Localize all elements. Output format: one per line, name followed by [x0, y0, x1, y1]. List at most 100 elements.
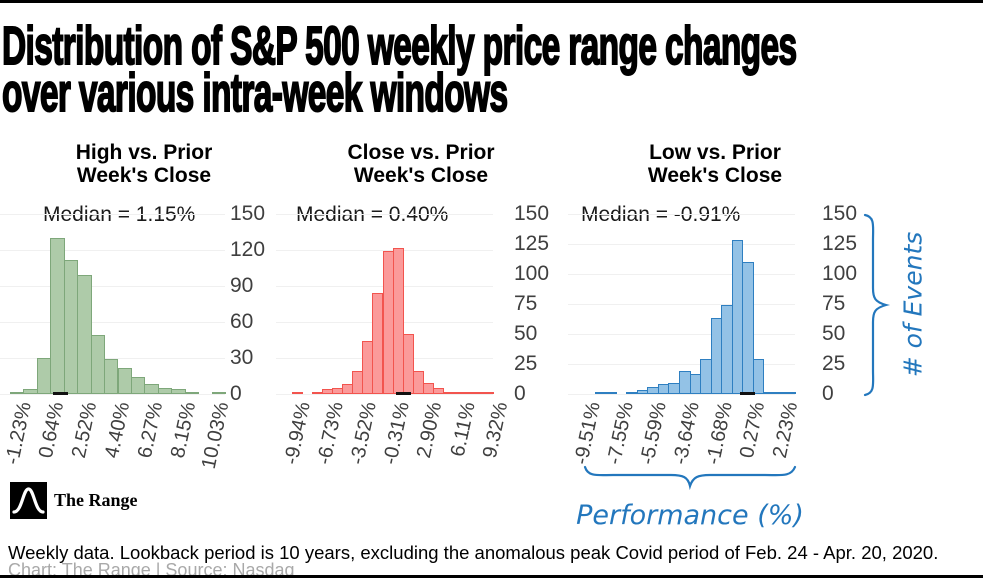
- logo: [10, 482, 47, 519]
- chart-title-line: Low vs. Prior: [649, 141, 781, 164]
- y-tick-label: 30: [230, 346, 254, 369]
- chart-title-close-vs-prior-close: Close vs. Prior Week's Close: [301, 141, 541, 187]
- performance-brace: [583, 465, 797, 491]
- chart-title-line: Week's Close: [647, 163, 783, 187]
- y-tick-label: 50: [514, 322, 538, 345]
- logo-text: The Range: [54, 490, 138, 510]
- histogram-bar: [77, 275, 92, 394]
- histogram-bar: [157, 388, 173, 394]
- gridline: [568, 394, 795, 395]
- gridline: [568, 244, 795, 245]
- histogram-plot-close-vs-prior-close: [276, 214, 495, 395]
- y-tick-label: 0: [230, 382, 242, 405]
- gridline: [568, 274, 795, 275]
- page-title: Distribution of S&P 500 weekly price ran…: [1, 16, 983, 123]
- histogram-bar: [117, 368, 132, 394]
- y-tick-label: 0: [514, 382, 526, 405]
- gridline: [276, 214, 493, 215]
- y-tick-label: 125: [514, 232, 550, 255]
- histogram-bar: [211, 392, 226, 394]
- events-brace: [863, 213, 890, 397]
- x-tick-label: 0.27%: [736, 400, 770, 461]
- histogram-bar: [605, 392, 617, 394]
- y-tick-label: 100: [514, 262, 550, 285]
- histogram-bar: [130, 377, 146, 394]
- y-tick-label: 90: [230, 274, 254, 297]
- gridline: [568, 364, 795, 365]
- chart-title-high-vs-prior-close: High vs. Prior Week's Close: [24, 141, 264, 187]
- median-marker-close-vs-prior-close: [396, 392, 411, 395]
- y-tick-label: 150: [514, 202, 550, 225]
- histogram-bar: [23, 389, 38, 394]
- histogram-bar: [432, 388, 444, 394]
- histogram-bar: [36, 358, 52, 394]
- x-tick-label: -3.64%: [668, 400, 704, 467]
- y-tick-label: 125: [822, 232, 858, 255]
- y-tick-label: 25: [822, 352, 846, 375]
- histogram-plot-high-vs-prior-close: [0, 214, 226, 395]
- x-tick-label: -3.52%: [345, 400, 381, 467]
- x-tick-label: 4.40%: [101, 400, 135, 461]
- histogram-bar: [10, 392, 25, 394]
- gridline: [0, 394, 225, 395]
- page-title-line-1: Distribution of S&P 500 weekly price ran…: [1, 16, 797, 76]
- x-tick-label: 2.23%: [769, 400, 803, 461]
- gridline: [0, 322, 225, 323]
- y-tick-label: 75: [822, 292, 846, 315]
- x-tick-label: 9.32%: [479, 400, 513, 461]
- median-marker-low-vs-prior-close: [740, 392, 755, 395]
- gridline: [568, 214, 795, 215]
- y-tick-label: 0: [822, 382, 834, 405]
- page-title-line-2: over various intra-week windows: [1, 63, 508, 123]
- y-tick-label: 120: [230, 238, 266, 261]
- histogram-bar: [292, 392, 304, 394]
- x-tick-label: -0.31%: [378, 400, 414, 467]
- histogram-bar: [412, 371, 424, 394]
- histogram-bar: [50, 238, 65, 394]
- chart-title-line: High vs. Prior: [75, 141, 213, 164]
- histogram-bar: [63, 260, 79, 394]
- gridline: [0, 250, 225, 251]
- bell-curve-icon: [12, 487, 45, 514]
- x-axis-title: Performance (%): [576, 500, 804, 531]
- histogram-bar: [171, 389, 186, 394]
- footnote: Weekly data. Lookback period is 10 years…: [8, 542, 939, 563]
- source-credit: Chart: The Range | Source: Nasdaq: [8, 560, 295, 578]
- median-marker-high-vs-prior-close: [53, 392, 68, 395]
- x-tick-label: 0.64%: [35, 400, 69, 461]
- y-tick-label: 75: [514, 292, 538, 315]
- gridline: [276, 250, 493, 251]
- y-tick-label: 50: [822, 322, 846, 345]
- x-tick-label: 6.11%: [446, 400, 480, 459]
- histogram-bar: [752, 359, 765, 394]
- histogram-plot-low-vs-prior-close: [568, 214, 797, 395]
- x-tick-label: -9.94%: [279, 400, 315, 467]
- y-tick-label: 100: [822, 262, 858, 285]
- gridline: [568, 304, 795, 305]
- chart-title-line: Week's Close: [353, 163, 489, 187]
- histogram-bar: [144, 384, 159, 394]
- y-tick-label: 25: [514, 352, 538, 375]
- y-tick-label: 150: [822, 202, 858, 225]
- histogram-bar: [784, 392, 797, 394]
- chart-title-line: Week's Close: [76, 163, 212, 187]
- histogram-bar: [90, 335, 105, 394]
- x-tick-label: -7.55%: [602, 400, 638, 467]
- x-tick-label: 10.03%: [197, 400, 234, 471]
- gridline: [568, 334, 795, 335]
- x-tick-label: -1.68%: [701, 400, 737, 467]
- x-tick-label: 2.52%: [68, 400, 102, 461]
- gridline: [0, 358, 225, 359]
- y-axis-title: # of Events: [898, 231, 928, 378]
- gridline: [0, 286, 225, 287]
- y-tick-label: 150: [230, 202, 266, 225]
- histogram-bar: [104, 359, 119, 394]
- gridline: [276, 394, 493, 395]
- x-tick-label: -6.73%: [312, 400, 348, 467]
- gridline: [0, 214, 225, 215]
- x-tick-label: 6.27%: [134, 400, 168, 461]
- x-tick-label: -9.51%: [569, 400, 605, 467]
- chart-title-line: Close vs. Prior: [347, 141, 495, 164]
- histogram-bar: [184, 392, 200, 394]
